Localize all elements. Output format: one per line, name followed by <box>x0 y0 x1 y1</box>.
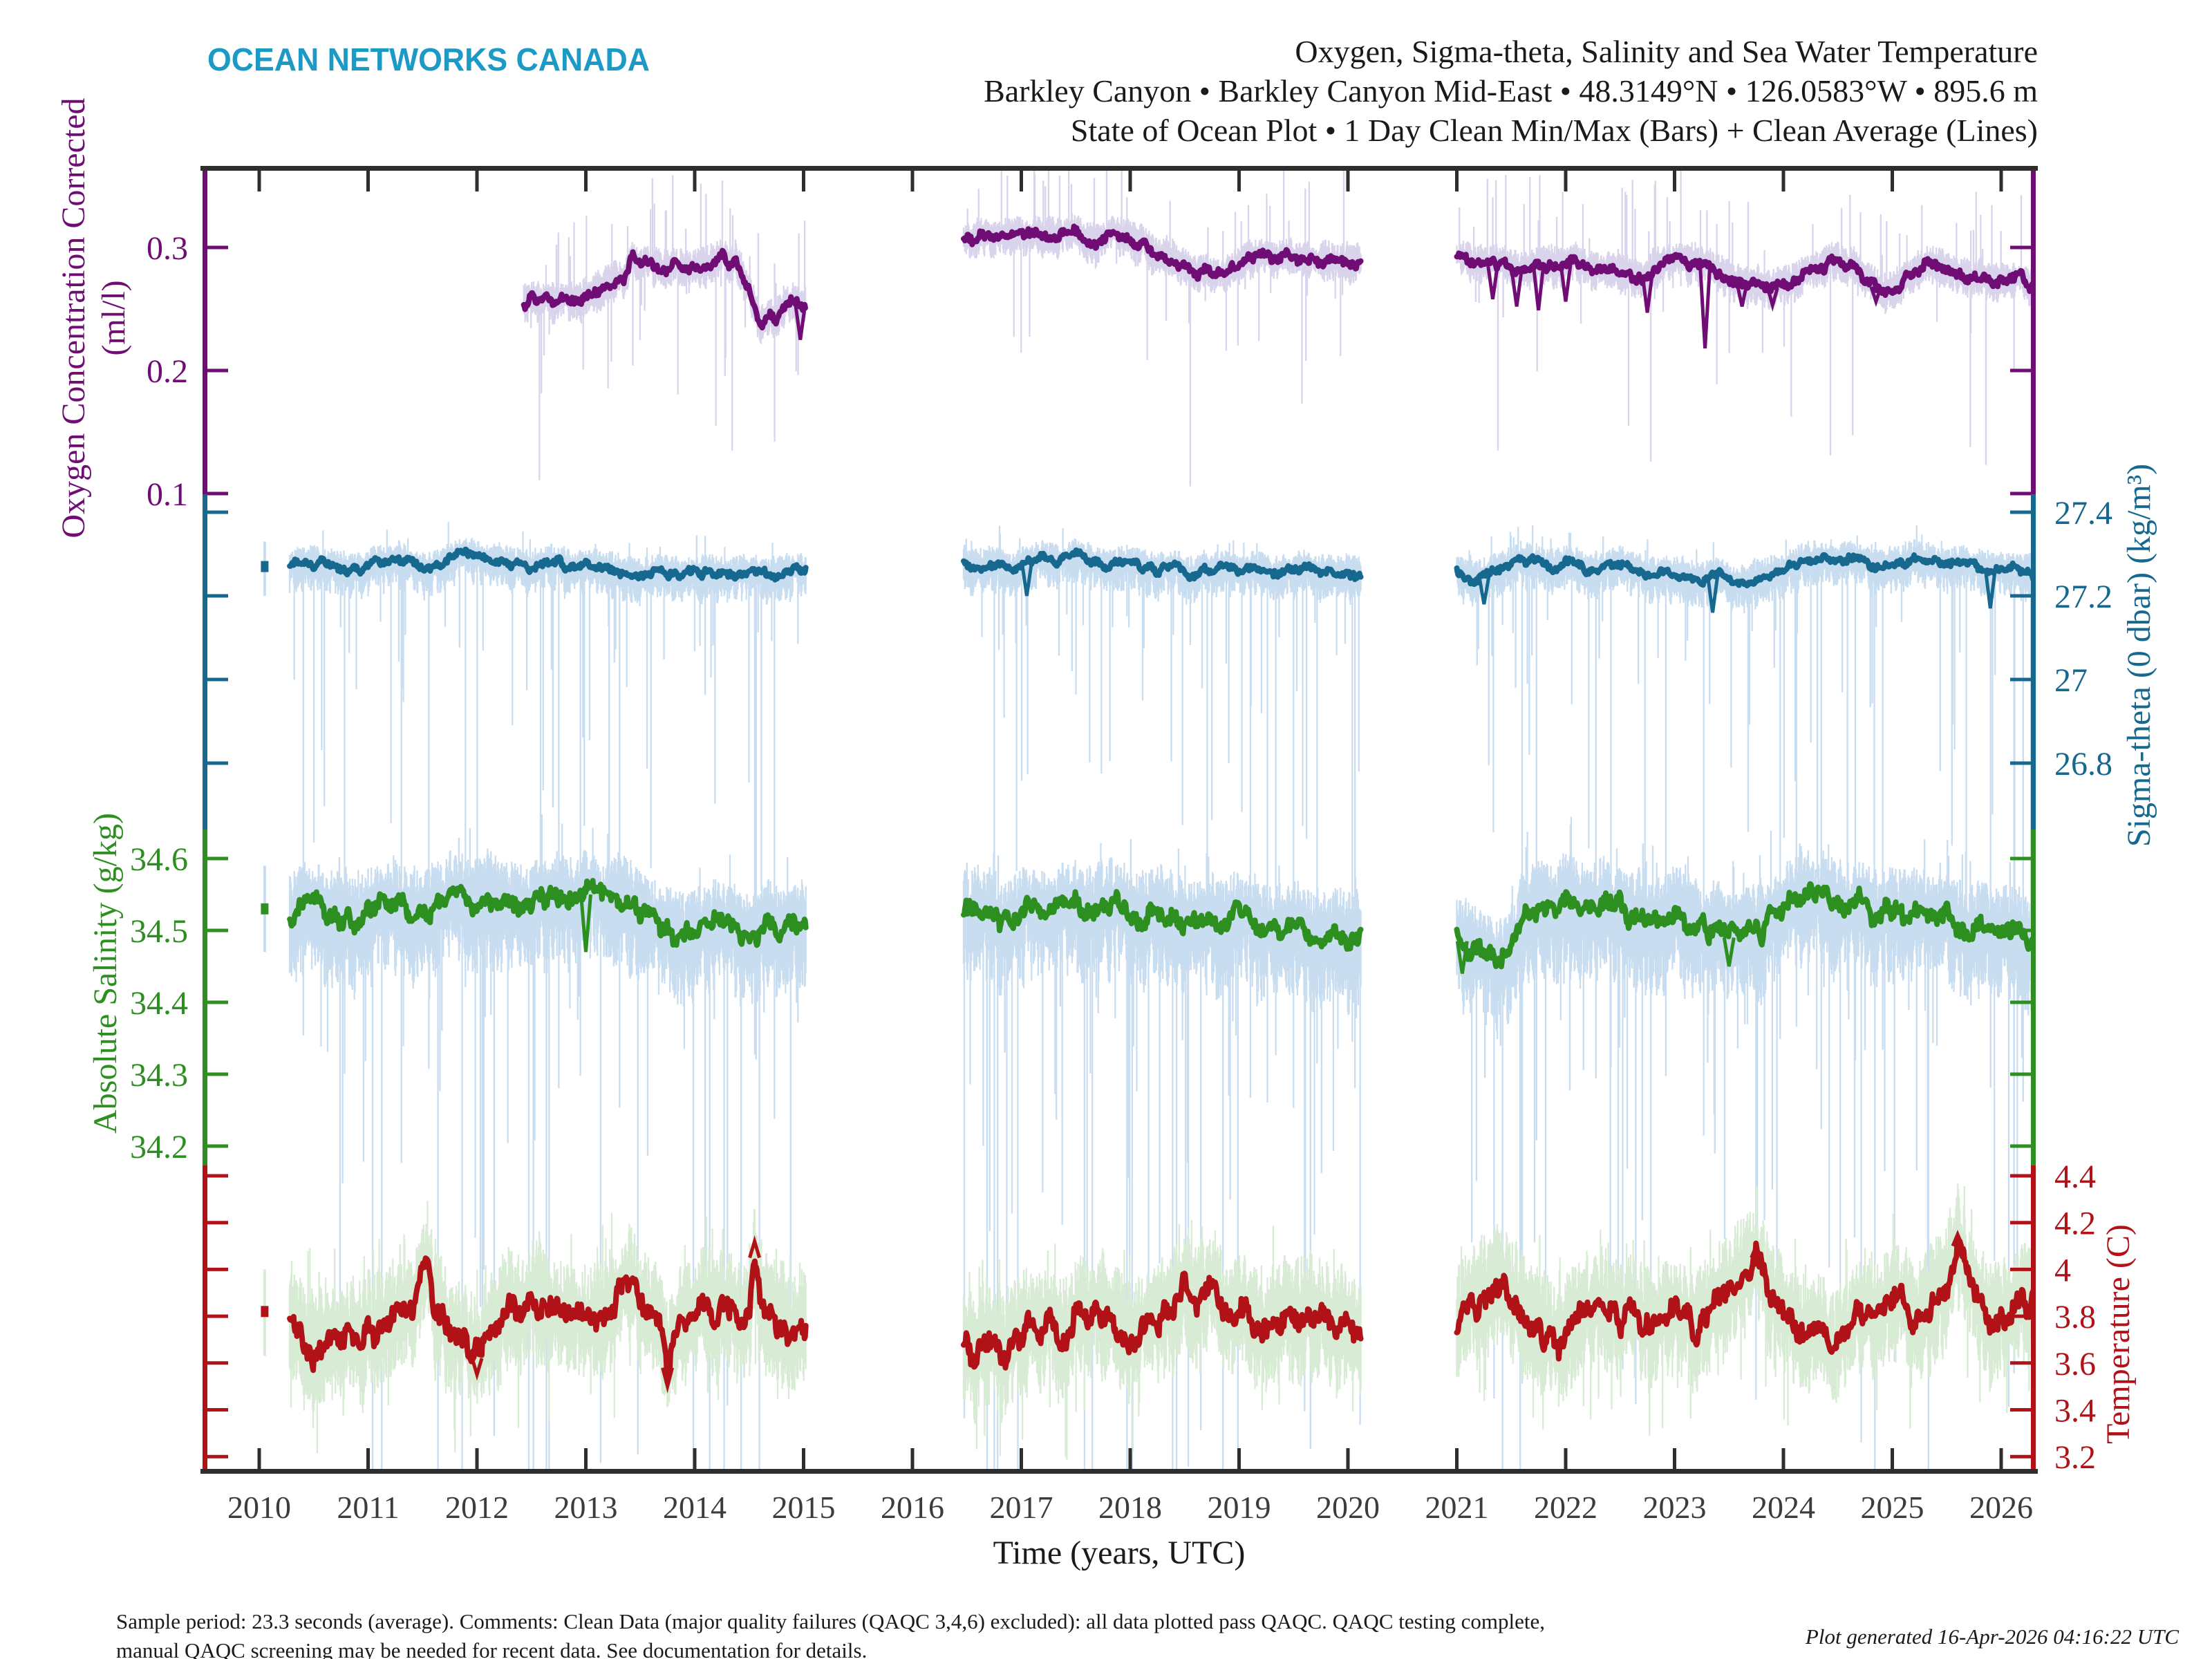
oxygen-axis-unit: (ml/l) <box>95 280 132 355</box>
salinity-axis-label: Absolute Salinity (g/kg) <box>87 813 124 1134</box>
salinity-tick-label: 34.5 <box>130 913 188 950</box>
oxygen-avg-spike <box>1559 264 1573 302</box>
salinity-tick-label: 34.2 <box>130 1129 188 1165</box>
salinity-tick-label: 34.6 <box>130 841 188 878</box>
temperature-tick-label: 4 <box>2054 1252 2071 1288</box>
x-tick-label: 2011 <box>337 1490 399 1525</box>
tick-labels-layer: 2010 2011 2012 2013 2014 2015 2016 2017 2018 2019… <box>130 230 2112 1525</box>
oxygen-avg-spike <box>1765 288 1779 312</box>
temperature-avg-spike <box>470 1358 484 1381</box>
oxygen-minmax-bars-segment-3 <box>1456 169 2036 465</box>
sigma-avg-spike <box>1020 562 1033 597</box>
plot-title-line-1: Oxygen, Sigma-theta, Salinity and Sea Wa… <box>1295 34 2038 69</box>
sigma-minmax-bars-segment-2 <box>962 525 1362 1108</box>
salinity-average-line-segment-1 <box>287 878 809 948</box>
temperature-average-line-segment-2 <box>961 1271 1364 1371</box>
sigma-average-line-segment-3 <box>1454 552 2036 589</box>
sigma-theta-axis-label: Sigma-theta (0 dbar) (kg/m³) <box>2121 464 2157 847</box>
sigma-tick-label: 27.2 <box>2054 579 2112 615</box>
oxygen-avg-spike <box>1735 283 1749 307</box>
salinity-avg-spike <box>1722 937 1736 967</box>
oxygen-avg-spike <box>1869 286 1883 308</box>
salinity-tick-label: 34.3 <box>130 1057 188 1094</box>
oxygen-avg-spike <box>1532 266 1546 311</box>
oxygen-tick-label: 0.1 <box>147 476 188 513</box>
oxygen-avg-spike <box>794 304 807 340</box>
sigma-average-line-segment-2 <box>961 547 1364 583</box>
temperature-avg-spike <box>1750 1241 1763 1259</box>
temperature-average-line-segment-1 <box>287 1255 809 1385</box>
oxygen-avg-spike <box>1698 265 1712 349</box>
salinity-avg-spike <box>579 894 592 953</box>
temperature-tick-label: 3.2 <box>2054 1439 2096 1476</box>
x-tick-label: 2010 <box>227 1490 291 1525</box>
oxygen-avg-spike <box>1486 264 1499 300</box>
plot-title-line-3: State of Ocean Plot • 1 Day Clean Min/Ma… <box>1071 113 2038 148</box>
x-tick-label: 2022 <box>1534 1490 1597 1525</box>
salinity-tick-label: 34.4 <box>130 985 188 1022</box>
minmax-bars-layer <box>263 166 2036 1474</box>
x-tick-label: 2026 <box>1969 1490 2033 1525</box>
generated-timestamp: Plot generated 16-Apr-2026 04:16:22 UTC <box>1805 1624 2179 1649</box>
sigma-tick-label: 27 <box>2054 662 2088 699</box>
sigma-average-line-segment-1 <box>287 546 809 583</box>
salinity-minmax-bars-segment-2 <box>962 838 1362 1474</box>
footer-comment-line-2: manual QAQC screening may be needed for … <box>116 1638 867 1659</box>
x-tick-label: 2018 <box>1098 1490 1162 1525</box>
temperature-average-line-segment-3 <box>1454 1235 2036 1362</box>
plot-title-line-2: Barkley Canyon • Barkley Canyon Mid-East… <box>984 73 2038 109</box>
temperature-tick-label: 4.4 <box>2054 1159 2096 1195</box>
x-tick-label: 2024 <box>1752 1490 1815 1525</box>
x-tick-label: 2025 <box>1861 1490 1924 1525</box>
salinity-average-line-segment-3 <box>1454 881 2036 970</box>
x-tick-label: 2013 <box>554 1490 618 1525</box>
temperature-avg-spike <box>661 1367 675 1394</box>
temperature-tick-label: 4.2 <box>2054 1206 2096 1242</box>
x-tick-label: 2017 <box>990 1490 1053 1525</box>
x-axis-label: Time (years, UTC) <box>993 1535 1246 1571</box>
sigma-avg-spike <box>1477 576 1491 605</box>
temperature-avg-spike <box>1951 1230 1965 1247</box>
salinity-avg-spike <box>1455 941 1469 974</box>
average-lines-layer <box>261 223 2036 1394</box>
oxygen-axis-label: Oxygen Concentration Corrected <box>55 97 92 538</box>
sigma-avg-spike <box>1706 576 1720 613</box>
oxygen-average-line-segment-1 <box>521 247 808 331</box>
footer-comment-line-1: Sample period: 23.3 seconds (average). C… <box>116 1609 1545 1633</box>
temperature-tick-label: 3.6 <box>2054 1346 2096 1382</box>
sigma-minmax-bars-segment-3 <box>1456 525 2036 1141</box>
axes-layer <box>200 166 2038 1474</box>
onc-logo: OCEAN NETWORKS CANADA <box>207 41 650 77</box>
oxygen-avg-spike <box>1640 274 1654 313</box>
salinity-average-line-segment-2 <box>961 889 1364 952</box>
oxygen-tick-label: 0.2 <box>147 353 188 390</box>
x-tick-label: 2021 <box>1425 1490 1489 1525</box>
sigma-tick-label: 27.4 <box>2054 495 2112 532</box>
x-tick-label: 2012 <box>445 1490 509 1525</box>
temperature-avg-spike <box>748 1235 761 1259</box>
x-tick-label: 2015 <box>772 1490 836 1525</box>
sigma-avg-spike <box>1983 569 1997 609</box>
temperature-tick-label: 3.4 <box>2054 1393 2096 1430</box>
x-tick-label: 2023 <box>1643 1490 1707 1525</box>
sigma-minmax-bars-segment-1 <box>288 522 807 1119</box>
oxygen-minmax-bars-segment-2 <box>962 166 1362 487</box>
sigma-tick-label: 26.8 <box>2054 746 2112 782</box>
x-tick-label: 2014 <box>663 1490 727 1525</box>
temperature-minmax-bars-segment-3 <box>1456 1183 2036 1436</box>
temperature-tick-label: 3.8 <box>2054 1299 2096 1335</box>
oxygen-tick-label: 0.3 <box>147 230 188 267</box>
oxygen-avg-spike <box>1510 270 1524 307</box>
oxygen-average-line-segment-2 <box>961 223 1364 282</box>
x-tick-label: 2016 <box>881 1490 944 1525</box>
x-tick-label: 2020 <box>1316 1490 1380 1525</box>
temperature-axis-label: Temperature (C) <box>2100 1224 2137 1444</box>
x-tick-label: 2019 <box>1208 1490 1271 1525</box>
